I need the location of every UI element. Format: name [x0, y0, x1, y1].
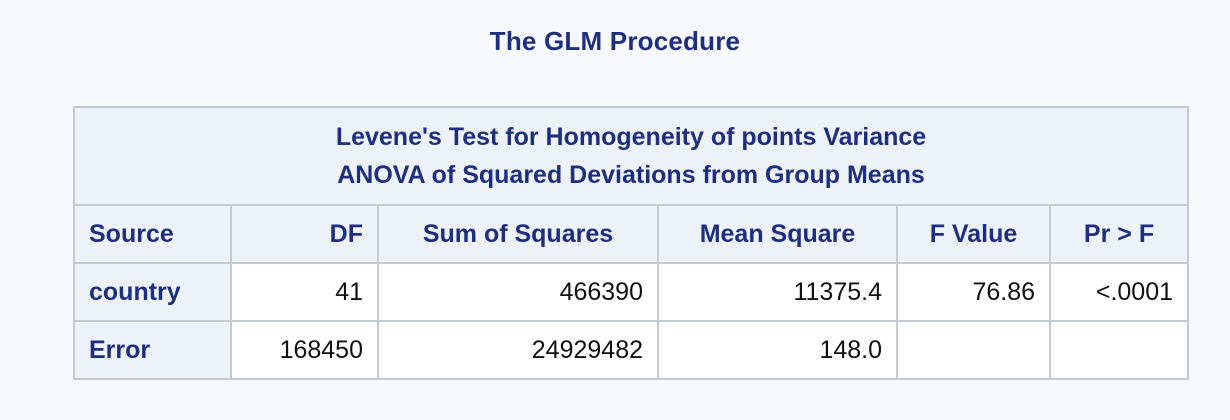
row-source: country: [73, 262, 232, 322]
header-sum-of-squares: Sum of Squares: [377, 204, 659, 264]
caption-line-2: ANOVA of Squared Deviations from Group M…: [337, 161, 925, 189]
cell-df: 168450: [230, 320, 379, 380]
header-df: DF: [230, 204, 379, 264]
procedure-title: The GLM Procedure: [489, 26, 741, 56]
caption-line-1: Levene's Test for Homogeneity of points …: [335, 123, 927, 151]
table-row: country 41 466390 11375.4 76.86 <.0001: [73, 262, 1190, 322]
header-mean-square: Mean Square: [657, 204, 898, 264]
levene-anova-table: Levene's Test for Homogeneity of points …: [72, 106, 1190, 380]
header-pr-f: Pr > F: [1048, 204, 1190, 264]
cell-mean-square: 148.0: [657, 320, 898, 380]
cell-f-value: 76.86: [896, 262, 1051, 322]
row-source: Error: [73, 320, 232, 380]
table-row: Error 168450 24929482 148.0: [73, 320, 1190, 380]
cell-pr-f: <.0001: [1048, 262, 1190, 322]
cell-sum-of-squares: 466390: [377, 262, 659, 322]
cell-pr-f: [1048, 320, 1190, 380]
header-f-value: F Value: [896, 204, 1051, 264]
cell-mean-square: 11375.4: [657, 262, 898, 322]
header-source: Source: [73, 204, 232, 264]
cell-f-value: [896, 320, 1051, 380]
cell-sum-of-squares: 24929482: [377, 320, 659, 380]
table-caption-row: Levene's Test for Homogeneity of points …: [72, 106, 1190, 206]
cell-df: 41: [230, 262, 379, 322]
column-header-row: Source DF Sum of Squares Mean Square F V…: [73, 204, 1190, 264]
table-caption: Levene's Test for Homogeneity of points …: [72, 106, 1190, 206]
